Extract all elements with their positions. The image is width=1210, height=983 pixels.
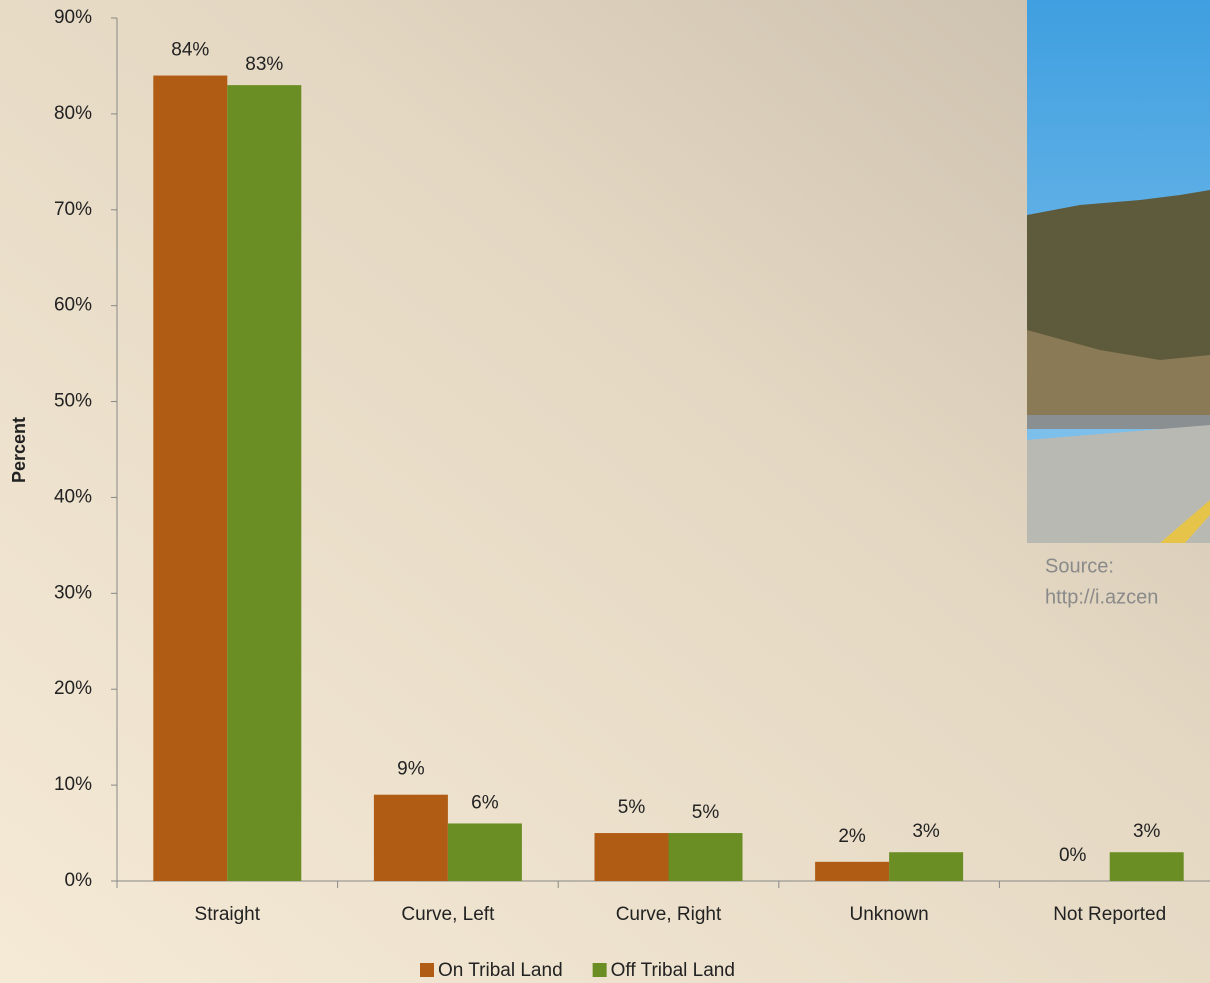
y-axis-label: Percent [9, 417, 29, 483]
value-label: 3% [1133, 821, 1161, 842]
bar [373, 794, 448, 881]
value-label: 6% [471, 792, 499, 813]
bar [668, 833, 743, 881]
bar [447, 823, 522, 881]
bar [1109, 852, 1184, 881]
value-label: 5% [692, 802, 720, 823]
x-tick-label: Straight [195, 904, 261, 925]
photo [1027, 0, 1210, 543]
value-label: 84% [171, 40, 209, 61]
legend-swatch [420, 963, 434, 977]
bar [889, 852, 964, 881]
x-tick-label: Unknown [849, 904, 928, 925]
bar [815, 861, 890, 881]
bar [153, 75, 228, 882]
source-url: http://i.azcen [1045, 586, 1158, 608]
y-tick-label: 80% [54, 103, 92, 124]
bar [594, 833, 669, 881]
value-label: 83% [245, 54, 283, 75]
x-tick-label: Curve, Left [401, 904, 495, 925]
y-tick-label: 60% [54, 295, 92, 316]
y-tick-label: 20% [54, 678, 92, 699]
source-label: Source: [1045, 555, 1114, 577]
value-label: 3% [912, 821, 940, 842]
value-label: 9% [397, 759, 425, 780]
legend-swatch [592, 963, 607, 977]
y-tick-label: 50% [54, 391, 92, 412]
x-tick-label: Not Reported [1053, 904, 1166, 925]
legend-label: Off Tribal Land [611, 960, 735, 981]
bar [227, 85, 302, 882]
value-label: 0% [1059, 845, 1087, 866]
value-label: 5% [618, 797, 646, 818]
value-label: 2% [838, 826, 866, 847]
y-tick-label: 30% [54, 582, 92, 603]
y-tick-label: 0% [65, 870, 93, 891]
x-tick-label: Curve, Right [616, 904, 722, 925]
y-tick-label: 40% [54, 486, 92, 507]
legend-label: On Tribal Land [438, 960, 563, 981]
y-tick-label: 70% [54, 199, 92, 220]
y-tick-label: 10% [54, 774, 92, 795]
y-tick-label: 90% [54, 7, 92, 28]
